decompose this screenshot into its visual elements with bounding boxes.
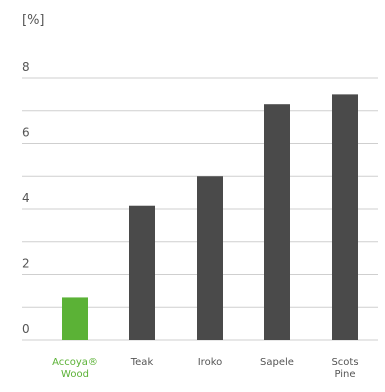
y-tick-label-2: 2 xyxy=(22,257,30,271)
y-axis-label: [%] xyxy=(22,13,45,28)
x-tick-label-3: Sapele xyxy=(260,357,294,368)
x-tick-label-line: Teak xyxy=(130,357,154,368)
bar-layer xyxy=(62,94,358,340)
x-tick-label-line: Wood xyxy=(61,369,89,380)
x-tick-label-line: Scots xyxy=(331,357,358,368)
bar-scots-pine xyxy=(332,94,358,340)
bar-teak xyxy=(129,205,155,340)
y-tick-label-0: 0 xyxy=(22,322,30,336)
x-tick-label-4: Scots Pine xyxy=(331,357,358,380)
x-tick-label-2: Iroko xyxy=(198,357,223,368)
bar-iroko xyxy=(197,176,223,340)
x-tick-label-line: Sapele xyxy=(260,357,294,368)
x-tick-label-1: Teak xyxy=(130,357,154,368)
x-tick-label-line: Pine xyxy=(334,369,355,380)
x-tick-label-line: Accoya® xyxy=(52,357,98,368)
label-layer: [%] 0 2 4 6 8 Accoya® Wood Teak Iroko Sapele Scots… xyxy=(22,13,359,380)
x-tick-label-0: Accoya® Wood xyxy=(52,357,98,380)
bar-sapele xyxy=(264,104,290,340)
bar-accoya-wood xyxy=(62,297,88,340)
y-tick-label-6: 6 xyxy=(22,126,30,140)
y-tick-label-4: 4 xyxy=(22,191,30,205)
y-tick-label-8: 8 xyxy=(22,60,30,74)
x-tick-label-line: Iroko xyxy=(198,357,223,368)
